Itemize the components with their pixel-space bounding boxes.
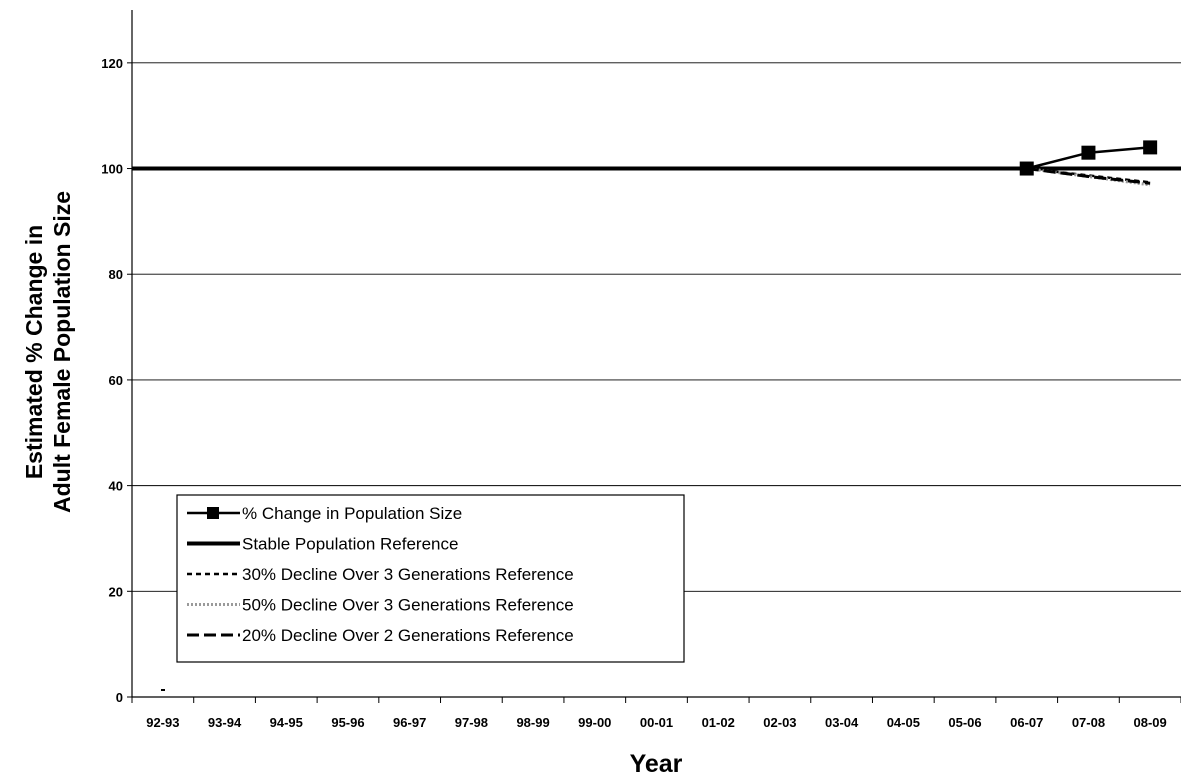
legend: % Change in Population Size Stable Popula… bbox=[176, 494, 685, 663]
y-axis-title-line-2: Adult Female Population Size bbox=[49, 191, 75, 513]
data-point-08-09 bbox=[1143, 140, 1158, 155]
x-tick-label-05-06: 05-06 bbox=[948, 715, 981, 730]
y-tick-label-120: 120 bbox=[101, 56, 123, 71]
legend-label-3: 30% Decline Over 3 Generations Reference bbox=[242, 565, 574, 584]
x-tick-label-08-09: 08-09 bbox=[1134, 715, 1167, 730]
x-tick-label-94-95: 94-95 bbox=[270, 715, 303, 730]
x-tick-labels: 92-93 93-94 94-95 95-96 96-97 97-98 98-99 99-00… bbox=[131, 697, 1181, 730]
y-tick-label-40: 40 bbox=[109, 479, 123, 494]
data-point-07-08 bbox=[1081, 145, 1096, 160]
x-tick-label-99-00: 99-00 bbox=[578, 715, 611, 730]
y-tick-labels: 0 20 40 60 80 100 120 bbox=[101, 56, 132, 705]
x-tick-label-93-94: 93-94 bbox=[208, 715, 242, 730]
x-tick-label-97-98: 97-98 bbox=[455, 715, 488, 730]
data-point-06-07 bbox=[1019, 161, 1034, 176]
legend-label-5: 20% Decline Over 2 Generations Reference bbox=[242, 626, 574, 645]
x-tick-label-04-05: 04-05 bbox=[887, 715, 920, 730]
x-tick-label-98-99: 98-99 bbox=[516, 715, 549, 730]
legend-marker bbox=[207, 507, 219, 519]
legend-label-2: Stable Population Reference bbox=[242, 535, 458, 554]
legend-label-4: 50% Decline Over 3 Generations Reference bbox=[242, 596, 574, 615]
x-tick-label-95-96: 95-96 bbox=[331, 715, 364, 730]
y-tick-label-60: 60 bbox=[109, 373, 123, 388]
legend-label-1: % Change in Population Size bbox=[242, 504, 462, 523]
series bbox=[132, 140, 1181, 187]
y-tick-label-0: 0 bbox=[116, 690, 123, 705]
x-tick-label-96-97: 96-97 bbox=[393, 715, 426, 730]
x-tick-label-07-08: 07-08 bbox=[1072, 715, 1105, 730]
legend-box bbox=[176, 494, 685, 663]
axes bbox=[131, 10, 1181, 698]
series-line-5 bbox=[1026, 167, 1151, 185]
y-tick-label-100: 100 bbox=[101, 162, 123, 177]
x-tick-label-01-02: 01-02 bbox=[702, 715, 735, 730]
y-tick-label-20: 20 bbox=[109, 584, 123, 599]
x-tick-label-02-03: 02-03 bbox=[763, 715, 796, 730]
x-tick-label-00-01: 00-01 bbox=[640, 715, 673, 730]
y-tick-label-80: 80 bbox=[109, 267, 123, 282]
x-tick-label-03-04: 03-04 bbox=[825, 715, 859, 730]
x-tick-label-92-93: 92-93 bbox=[146, 715, 179, 730]
y-axis-title-line-1: Estimated % Change in bbox=[21, 225, 47, 479]
x-tick-label-06-07: 06-07 bbox=[1010, 715, 1043, 730]
x-axis-title: Year bbox=[630, 750, 683, 776]
